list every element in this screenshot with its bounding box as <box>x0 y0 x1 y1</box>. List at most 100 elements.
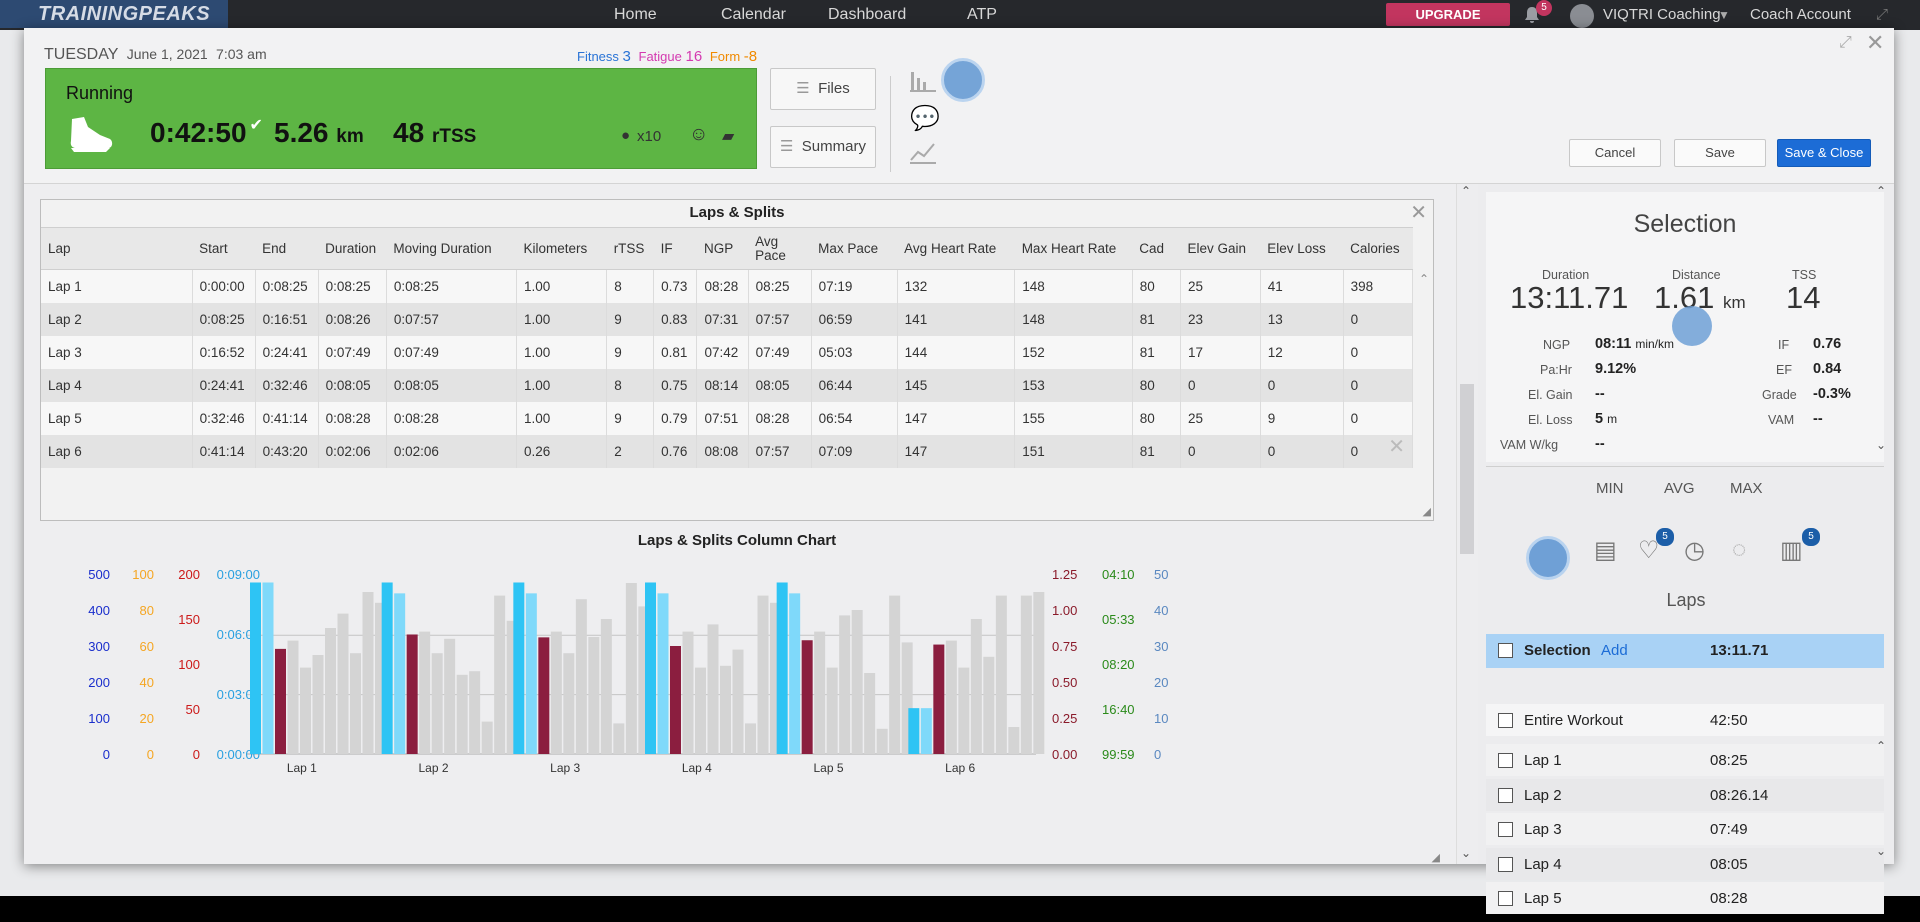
comment-icon[interactable]: 💬 <box>910 105 940 132</box>
summary-icon: ☰ <box>780 138 794 155</box>
lap-list-item[interactable]: Lap 3 07:49 <box>1486 813 1884 845</box>
upgrade-button[interactable]: UPGRADE <box>1386 3 1510 26</box>
column-header[interactable]: Elev Loss <box>1260 227 1344 270</box>
account-menu[interactable]: VIQTRI Coaching <box>1603 6 1721 23</box>
y-axis-tick-label: 60 <box>140 639 154 654</box>
column-header[interactable]: Avg Heart Rate <box>897 227 1015 270</box>
cancel-button[interactable]: Cancel <box>1569 139 1661 167</box>
table-row[interactable]: Lap 4 0:24:41 0:32:46 0:08:05 0:08:05 1.00 8 0.… <box>41 368 1414 402</box>
trainingpeaks-logo[interactable]: TRAININGPEAKS <box>0 0 228 28</box>
avg-tab[interactable]: AVG <box>1664 480 1695 497</box>
selection-checkbox[interactable] <box>1498 643 1513 658</box>
nav-home[interactable]: Home <box>614 6 657 23</box>
dashed-circle-icon[interactable]: ◌ <box>1732 536 1747 563</box>
save-button[interactable]: Save <box>1674 139 1766 167</box>
close-icon[interactable]: ✕ <box>1866 30 1885 55</box>
chart-resize-icon[interactable]: ◢ <box>1431 852 1440 864</box>
column-header[interactable]: NGP <box>696 227 749 270</box>
table-row[interactable]: Lap 6 0:41:14 0:43:20 0:02:06 0:02:06 0.26 2 0.… <box>41 434 1414 468</box>
selection-row[interactable]: Selection Add 13:11.71 <box>1486 634 1884 668</box>
column-header[interactable]: Avg Pace <box>748 227 812 270</box>
splits-icon[interactable]: ▥ <box>1780 537 1803 564</box>
table-cell: 0:07:49 <box>386 335 517 369</box>
sidebar-scroll-down-icon[interactable]: ⌄ <box>1876 438 1887 452</box>
table-row[interactable]: Lap 3 0:16:52 0:24:41 0:07:49 0:07:49 1.00 9 0.… <box>41 335 1414 369</box>
feeling-icon[interactable]: ☺ <box>689 124 709 145</box>
coach-account-link[interactable]: Coach Account <box>1750 6 1851 23</box>
nav-calendar[interactable]: Calendar <box>721 6 786 23</box>
lap-checkbox[interactable] <box>1498 753 1513 768</box>
chart-bar <box>945 640 957 754</box>
content-scrollbar[interactable]: ⌃ ⌄ <box>1456 184 1478 864</box>
chart-bar <box>525 593 537 754</box>
min-tab[interactable]: MIN <box>1596 480 1624 497</box>
chart-bar <box>970 619 982 754</box>
column-header[interactable]: Moving Duration <box>386 227 517 270</box>
expand-icon[interactable]: ⤢ <box>1876 6 1889 23</box>
table-cell: 07:49 <box>748 335 812 369</box>
table-row[interactable]: Lap 1 0:00:00 0:08:25 0:08:25 0:08:25 1.00 8 0.… <box>41 269 1414 303</box>
entire-workout-checkbox[interactable] <box>1498 713 1513 728</box>
lap-list-item[interactable]: Lap 2 08:26.14 <box>1486 778 1884 811</box>
table-cell: Lap 5 <box>41 401 193 435</box>
lap-checkbox[interactable] <box>1498 856 1513 872</box>
remove-lap-icon[interactable]: ✕ <box>1388 436 1405 458</box>
column-header[interactable]: End <box>255 227 319 270</box>
column-header[interactable]: Calories <box>1343 227 1413 270</box>
resize-handle-icon[interactable]: ◢ <box>1422 506 1431 518</box>
lap-checkbox[interactable] <box>1498 822 1513 837</box>
lap-checkbox[interactable] <box>1498 787 1513 803</box>
laps-scroll-up-icon[interactable]: ⌃ <box>1876 739 1887 753</box>
max-tab[interactable]: MAX <box>1730 480 1763 497</box>
column-header[interactable]: Start <box>192 227 256 270</box>
table-row[interactable]: Lap 5 0:32:46 0:41:14 0:08:28 0:08:28 1.00 9 0.… <box>41 401 1414 435</box>
expand-modal-icon[interactable]: ⤢ <box>1839 34 1852 51</box>
close-laps-icon[interactable]: ✕ <box>1410 202 1427 224</box>
scrollbar-thumb[interactable] <box>1460 384 1474 554</box>
scroll-up-arrow-icon[interactable]: ⌃ <box>1461 184 1472 198</box>
comments-icon[interactable]: ▰ <box>722 128 735 145</box>
summary-button[interactable]: ☰ Summary <box>770 126 876 168</box>
column-header[interactable]: Kilometers <box>516 227 607 270</box>
workout-summary-card[interactable]: Running 0:42:50 ✔ 5.26 km 48 rTSS ● x10 ☺… <box>45 68 757 169</box>
heart-icon[interactable]: ♡ <box>1638 537 1660 564</box>
column-header[interactable]: Cad <box>1132 227 1181 270</box>
scroll-up-icon[interactable]: ⌃ <box>1418 272 1429 286</box>
user-avatar[interactable] <box>1570 4 1594 28</box>
files-button[interactable]: ☰ Files <box>770 68 876 110</box>
column-header[interactable]: Duration <box>318 227 387 270</box>
nav-atp[interactable]: ATP <box>967 6 997 23</box>
analytics-icon[interactable] <box>909 140 937 166</box>
selection-row-label: Selection <box>1524 642 1591 659</box>
y2-axis-tick-label: 05:33 <box>1102 612 1135 627</box>
chevron-down-icon[interactable]: ▼ <box>1718 8 1730 22</box>
elev-gain-label: El. Gain <box>1528 388 1573 402</box>
laps-scroll-down-icon[interactable]: ⌄ <box>1876 844 1887 858</box>
clipboard-icon[interactable]: ▤ <box>1594 537 1617 564</box>
chart-bar <box>613 723 625 754</box>
save-close-button[interactable]: Save & Close <box>1777 139 1871 167</box>
lap-list-item[interactable]: Lap 1 08:25 <box>1486 744 1884 776</box>
scroll-down-arrow-icon[interactable]: ⌄ <box>1461 846 1472 860</box>
clock-icon[interactable]: ◷ <box>1684 537 1705 564</box>
lap-list-item[interactable]: Lap 4 08:05 <box>1486 847 1884 880</box>
column-header[interactable]: IF <box>653 227 697 270</box>
lap-checkbox[interactable] <box>1498 891 1513 906</box>
table-cell: 0 <box>1343 302 1414 336</box>
column-header[interactable]: Elev Gain <box>1180 227 1261 270</box>
bar-chart-icon[interactable] <box>909 68 937 94</box>
table-row[interactable]: Lap 2 0:08:25 0:16:51 0:08:26 0:07:57 1.00 9 0.… <box>41 302 1414 336</box>
lap-list-item[interactable]: Lap 5 08:28 <box>1486 882 1884 914</box>
nav-dashboard[interactable]: Dashboard <box>828 6 907 23</box>
bell-icon[interactable]: 5 <box>1522 0 1552 25</box>
chart-bar <box>312 655 324 754</box>
column-header[interactable]: Max Pace <box>811 227 898 270</box>
column-header[interactable]: Max Heart Rate <box>1014 227 1133 270</box>
column-header[interactable]: Lap <box>41 227 193 270</box>
entire-workout-row[interactable]: Entire Workout 42:50 <box>1486 704 1884 736</box>
table-cell: 41 <box>1260 269 1344 303</box>
kudos-icon[interactable]: ● <box>621 127 631 144</box>
add-selection-link[interactable]: Add <box>1601 642 1628 659</box>
sidebar-scroll-up-icon[interactable]: ⌃ <box>1876 184 1887 198</box>
column-header[interactable]: rTSS <box>606 227 654 270</box>
